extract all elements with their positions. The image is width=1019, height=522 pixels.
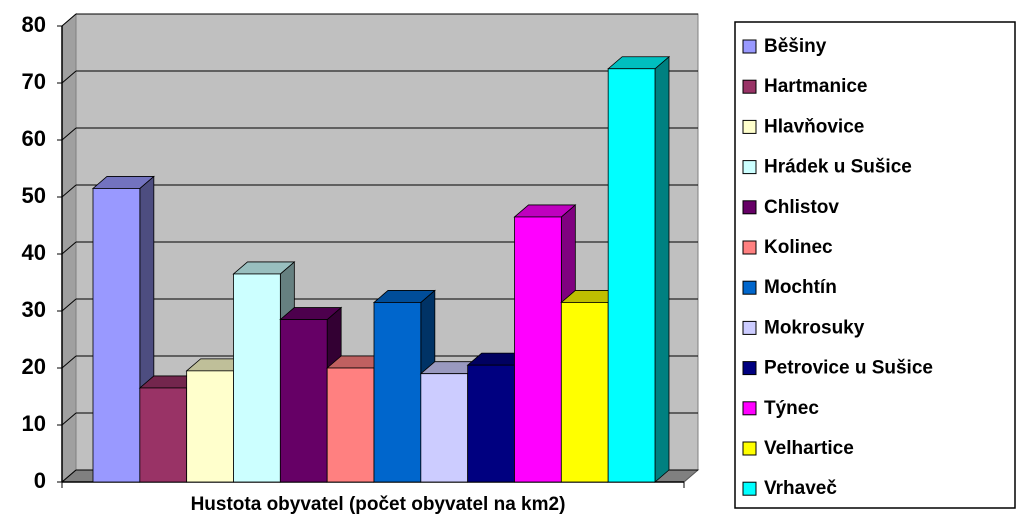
y-tick-label: 60 xyxy=(22,126,46,151)
legend-swatch xyxy=(742,320,757,335)
legend-swatch xyxy=(742,361,757,376)
legend-label: Týnec xyxy=(764,398,819,419)
grid-line xyxy=(61,70,77,84)
legend-swatch xyxy=(742,240,757,255)
bar xyxy=(233,273,281,483)
bar xyxy=(186,370,234,483)
legend-swatch xyxy=(742,481,757,496)
grid-line xyxy=(61,127,77,141)
bar xyxy=(139,387,188,483)
x-tick-label: Hustota obyvatel (počet obyvatel na km2) xyxy=(191,494,566,515)
legend-swatch xyxy=(742,200,757,215)
grid-line xyxy=(61,184,77,198)
bar xyxy=(607,68,656,483)
grid-line xyxy=(61,241,77,255)
legend-label: Hlavňovice xyxy=(764,116,864,137)
bar-side xyxy=(654,55,670,483)
bar xyxy=(92,188,141,483)
grid-line xyxy=(61,412,77,426)
bar xyxy=(279,319,328,483)
bar xyxy=(373,302,422,483)
y-tick-label: 40 xyxy=(22,240,46,265)
y-tick-label: 70 xyxy=(22,69,46,94)
y-tick-label: 30 xyxy=(22,297,46,322)
legend-label: Chlistov xyxy=(764,197,839,218)
legend-label: Kolinec xyxy=(764,237,833,258)
y-tick-label: 50 xyxy=(22,183,46,208)
legend-label: Vrhaveč xyxy=(764,478,837,499)
legend-label: Hrádek u Sušice xyxy=(764,157,912,178)
bar xyxy=(420,373,469,483)
bar xyxy=(560,302,609,483)
legend xyxy=(734,21,1016,509)
legend-swatch xyxy=(742,160,757,175)
legend-swatch xyxy=(742,39,757,54)
y-tick-label: 10 xyxy=(22,411,46,436)
legend-label: Mochtín xyxy=(764,277,837,298)
y-tick-label: 20 xyxy=(22,354,46,379)
legend-label: Petrovice u Sušice xyxy=(764,358,933,379)
bar xyxy=(467,364,515,483)
legend-swatch xyxy=(742,401,757,416)
grid-line xyxy=(61,298,77,312)
legend-swatch xyxy=(742,79,757,94)
legend-label: Hartmanice xyxy=(764,76,868,97)
grid-line xyxy=(61,13,77,27)
bar xyxy=(514,216,562,483)
bar xyxy=(326,367,375,483)
legend-swatch xyxy=(742,119,757,134)
y-tick-label: 80 xyxy=(22,12,46,37)
grid-line xyxy=(61,469,77,483)
legend-swatch xyxy=(742,441,757,456)
legend-swatch xyxy=(742,280,757,295)
legend-label: Velhartice xyxy=(764,438,854,459)
grid-line xyxy=(61,355,77,369)
legend-label: Běšiny xyxy=(764,36,827,57)
legend-label: Mokrosuky xyxy=(764,317,865,338)
y-tick-label: 0 xyxy=(34,468,46,493)
